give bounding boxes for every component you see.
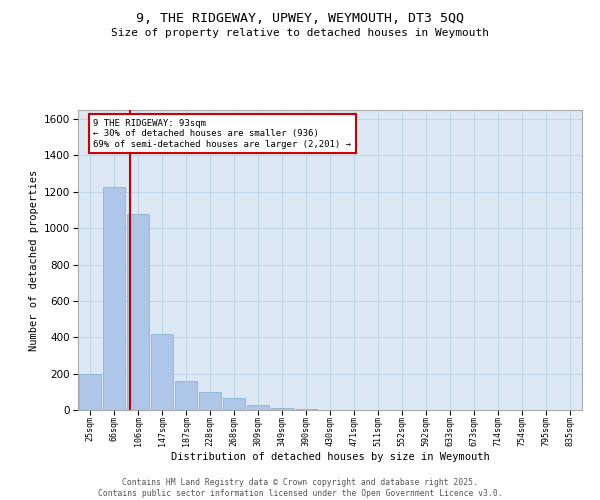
Bar bbox=[271, 408, 293, 410]
Bar bbox=[247, 404, 269, 410]
Text: 9, THE RIDGEWAY, UPWEY, WEYMOUTH, DT3 5QQ: 9, THE RIDGEWAY, UPWEY, WEYMOUTH, DT3 5Q… bbox=[136, 12, 464, 26]
Text: 9 THE RIDGEWAY: 93sqm
← 30% of detached houses are smaller (936)
69% of semi-det: 9 THE RIDGEWAY: 93sqm ← 30% of detached … bbox=[93, 119, 351, 149]
Bar bbox=[79, 374, 101, 410]
Y-axis label: Number of detached properties: Number of detached properties bbox=[29, 170, 38, 350]
Bar bbox=[223, 398, 245, 410]
X-axis label: Distribution of detached houses by size in Weymouth: Distribution of detached houses by size … bbox=[170, 452, 490, 462]
Text: Size of property relative to detached houses in Weymouth: Size of property relative to detached ho… bbox=[111, 28, 489, 38]
Text: Contains HM Land Registry data © Crown copyright and database right 2025.
Contai: Contains HM Land Registry data © Crown c… bbox=[98, 478, 502, 498]
Bar bbox=[199, 392, 221, 410]
Bar bbox=[295, 409, 317, 410]
Bar bbox=[175, 381, 197, 410]
Bar bbox=[151, 334, 173, 410]
Bar bbox=[127, 214, 149, 410]
Bar bbox=[103, 188, 125, 410]
